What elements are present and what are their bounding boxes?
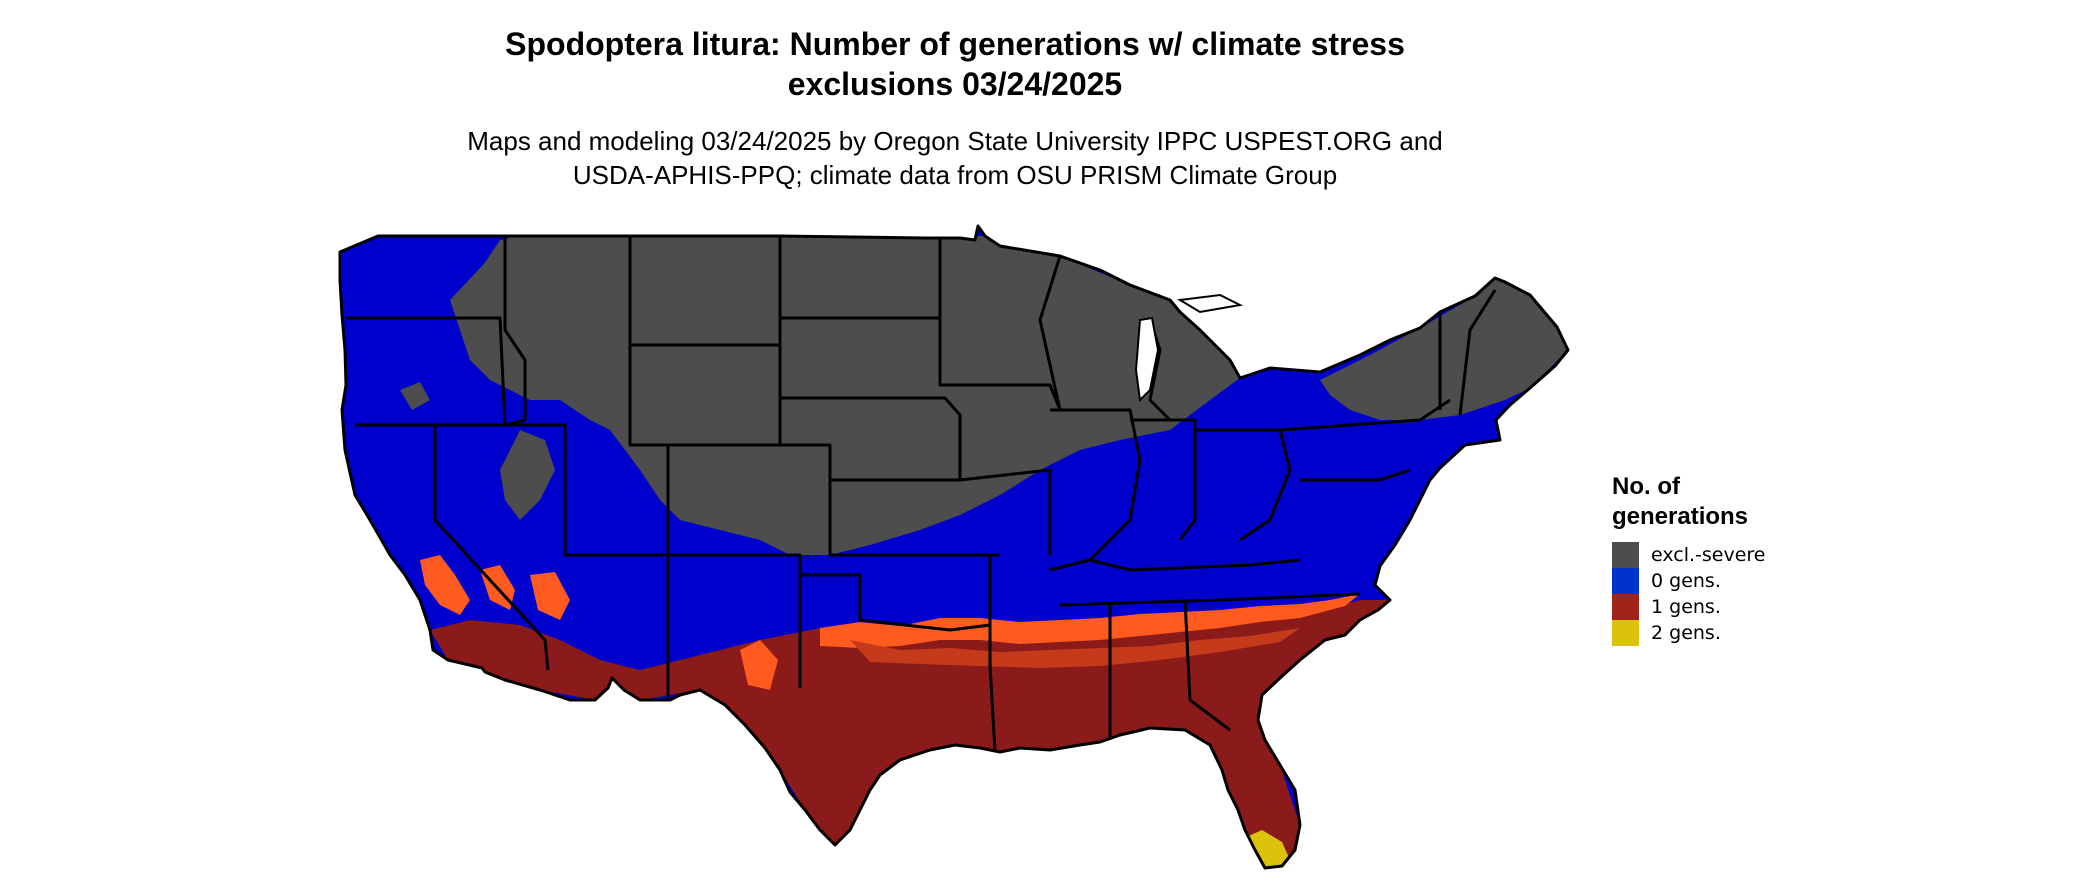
lake-michigan xyxy=(1134,316,1160,403)
legend-title: No. of generations xyxy=(1612,472,1766,532)
border-wisconsin-minnesota xyxy=(1038,255,1062,411)
map-subtitle: Maps and modeling 03/24/2025 by Oregon S… xyxy=(0,124,1910,192)
legend-label-excluded: excl.-severe xyxy=(1651,544,1766,566)
legend-swatch-one-gen xyxy=(1612,594,1639,620)
border-newmexico-texas xyxy=(668,553,802,688)
excluded-patch-oregon xyxy=(400,382,430,410)
border-kansas xyxy=(828,480,1000,557)
legend-swatch-zero-gens xyxy=(1612,568,1639,594)
excluded-region-northeast xyxy=(1320,278,1568,420)
legend-item-excluded: excl.-severe xyxy=(1612,542,1766,568)
map-legend: No. of generations excl.-severe 0 gens. … xyxy=(1612,472,1766,646)
border-oklahoma-texas xyxy=(800,573,991,632)
one-gen-patch-newmexico xyxy=(740,640,778,690)
map-title-line-1: Spodoptera litura: Number of generations… xyxy=(505,26,1405,62)
excluded-patch-nevada xyxy=(500,430,555,520)
border-illinois xyxy=(1049,408,1142,572)
one-gen-transition-band xyxy=(820,594,1360,648)
border-utah-idaho xyxy=(563,236,670,557)
map-title: Spodoptera litura: Number of generations… xyxy=(0,24,1910,104)
legend-swatch-excluded xyxy=(1612,542,1639,568)
border-indiana-ohio xyxy=(1130,418,1197,541)
border-idaho-west xyxy=(503,236,527,427)
one-gen-patch-california xyxy=(420,555,470,615)
legend-label-zero-gens: 0 gens. xyxy=(1651,570,1721,592)
border-arkansas-louisiana xyxy=(988,555,997,753)
legend-item-two-gens: 2 gens. xyxy=(1612,620,1766,646)
one-gen-region-south xyxy=(430,600,1390,868)
one-gen-patch-mojave xyxy=(530,572,570,620)
map-subtitle-line-1: Maps and modeling 03/24/2025 by Oregon S… xyxy=(467,126,1443,156)
border-alabama-georgia xyxy=(1183,599,1231,732)
legend-label-one-gen: 1 gens. xyxy=(1651,596,1721,618)
legend-swatch-two-gens xyxy=(1612,620,1639,646)
border-southdakota-nebraska xyxy=(780,396,962,482)
border-virginia-maryland xyxy=(1300,468,1411,482)
one-gen-mid-band xyxy=(850,628,1300,668)
border-tennessee-south xyxy=(1059,592,1361,607)
legend-title-line-1: No. of xyxy=(1612,473,1680,500)
legend-item-one-gen: 1 gens. xyxy=(1612,594,1766,620)
map-title-line-2: exclusions 03/24/2025 xyxy=(787,66,1123,102)
border-minnesota-iowa xyxy=(938,318,1062,411)
border-kentucky-tennessee xyxy=(1089,558,1301,572)
legend-title-line-2: generations xyxy=(1612,503,1749,530)
border-vermont-newhampshire xyxy=(1458,289,1497,416)
legend-items: excl.-severe 0 gens. 1 gens. 2 gens. xyxy=(1612,542,1766,646)
map-subtitle-line-2: USDA-APHIS-PPQ; climate data from OSU PR… xyxy=(572,160,1338,190)
conus-map xyxy=(338,224,1570,870)
border-ohio-pennsylvania xyxy=(1195,428,1292,542)
legend-item-zero-gens: 0 gens. xyxy=(1612,568,1766,594)
border-missouri xyxy=(959,468,1052,555)
legend-label-two-gens: 2 gens. xyxy=(1651,622,1721,644)
us-outline xyxy=(338,224,1570,870)
state-borders xyxy=(345,236,1497,753)
border-california-nevada xyxy=(433,425,550,671)
lake-superior-edge xyxy=(1177,293,1244,314)
border-washington-oregon xyxy=(345,316,507,426)
